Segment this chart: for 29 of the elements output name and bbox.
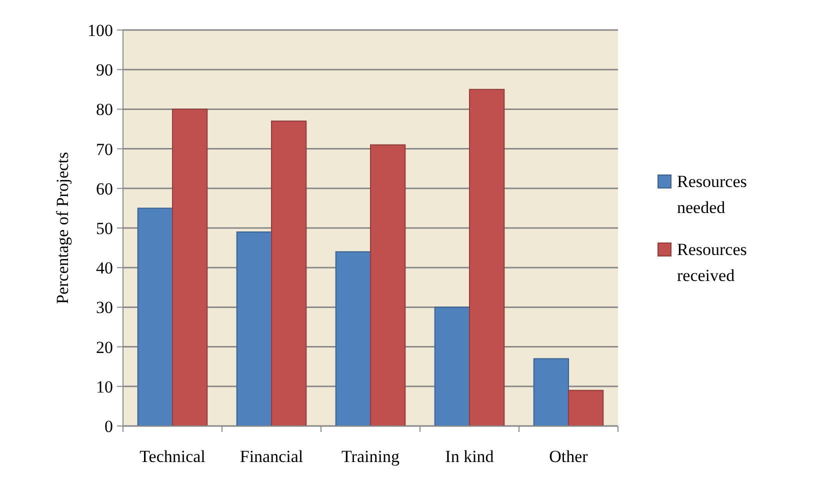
bar bbox=[434, 306, 470, 426]
bar bbox=[172, 108, 208, 426]
bar bbox=[271, 120, 307, 426]
y-tick-label: 60 bbox=[96, 179, 113, 198]
bar bbox=[335, 251, 371, 426]
x-tick-label: Training bbox=[342, 447, 400, 466]
y-tick-label: 40 bbox=[96, 258, 113, 278]
legend-label: Resources received bbox=[677, 240, 747, 285]
y-tick-label: 90 bbox=[96, 60, 113, 80]
y-tick-label: 20 bbox=[96, 338, 113, 357]
y-tick-label: 70 bbox=[96, 140, 113, 159]
legend-label: Resources needed bbox=[677, 172, 747, 217]
x-tick-label: Other bbox=[549, 447, 588, 466]
bar bbox=[568, 390, 604, 426]
x-tick-label: Financial bbox=[240, 447, 304, 466]
bar bbox=[469, 88, 505, 426]
x-tick-label: In kind bbox=[445, 447, 494, 466]
bar bbox=[137, 208, 173, 426]
y-tick-label: 100 bbox=[88, 20, 113, 40]
x-tick-label: Technical bbox=[140, 447, 206, 466]
y-axis-title: Percentage of Projects bbox=[53, 152, 72, 304]
y-tick-label: 50 bbox=[96, 218, 113, 238]
bar bbox=[370, 144, 406, 426]
y-tick-label: 0 bbox=[104, 416, 113, 436]
y-tick-label: 80 bbox=[96, 100, 113, 120]
y-tick-label: 10 bbox=[96, 377, 113, 396]
y-tick-label: 30 bbox=[96, 298, 113, 318]
bar bbox=[236, 231, 272, 426]
bar bbox=[533, 358, 569, 426]
